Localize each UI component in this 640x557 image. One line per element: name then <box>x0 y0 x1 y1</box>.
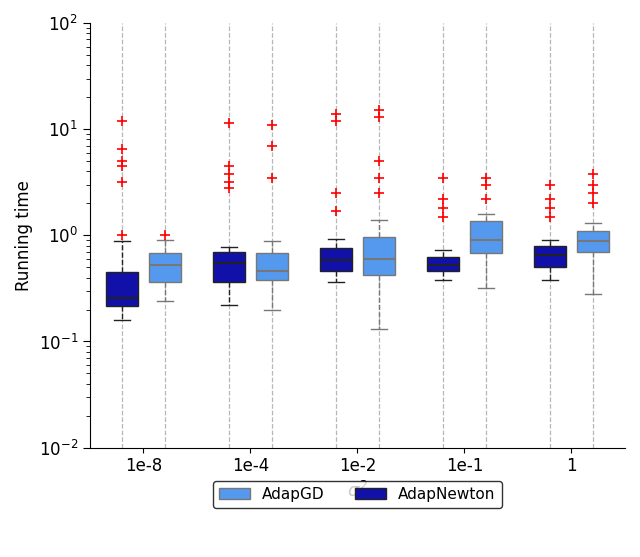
PathPatch shape <box>148 253 180 282</box>
PathPatch shape <box>320 248 352 271</box>
PathPatch shape <box>427 257 459 271</box>
PathPatch shape <box>256 253 288 280</box>
PathPatch shape <box>577 231 609 252</box>
PathPatch shape <box>363 237 395 275</box>
PathPatch shape <box>213 252 245 282</box>
X-axis label: $\sigma^2$: $\sigma^2$ <box>347 481 368 501</box>
PathPatch shape <box>106 272 138 306</box>
Legend: AdapGD, AdapNewton: AdapGD, AdapNewton <box>213 481 502 508</box>
PathPatch shape <box>534 246 566 267</box>
Y-axis label: Running time: Running time <box>15 180 33 291</box>
PathPatch shape <box>470 222 502 253</box>
